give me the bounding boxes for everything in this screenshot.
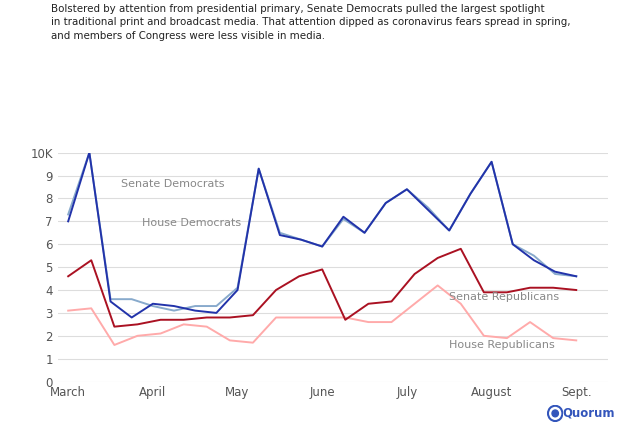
Text: Bolstered by attention from presidential primary, Senate Democrats pulled the la: Bolstered by attention from presidential… <box>51 4 571 41</box>
Text: House Republicans: House Republicans <box>449 340 555 350</box>
Text: Senate Democrats: Senate Democrats <box>121 179 225 189</box>
Text: Quorum: Quorum <box>562 407 614 420</box>
Text: House Democrats: House Democrats <box>142 218 241 228</box>
Circle shape <box>552 410 559 417</box>
Text: Senate Republicans: Senate Republicans <box>449 292 559 302</box>
